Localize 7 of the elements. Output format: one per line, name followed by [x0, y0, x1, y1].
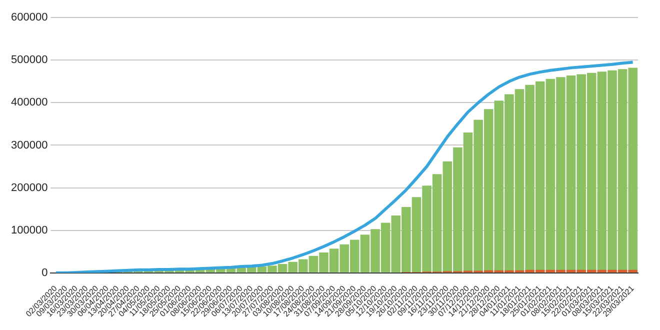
y-tick-label: 400000 [10, 96, 48, 109]
y-tick-label: 300000 [10, 139, 48, 152]
y-tick-label: 600000 [10, 12, 48, 24]
y-tick-label: 200000 [10, 182, 48, 194]
y-tick-label: 0 [42, 266, 48, 279]
y-tick-label: 500000 [10, 54, 48, 66]
y-tick-label: 100000 [10, 224, 48, 236]
